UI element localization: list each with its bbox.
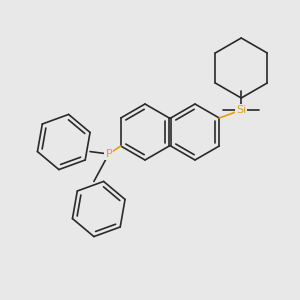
Text: P: P xyxy=(105,149,112,159)
Text: Si: Si xyxy=(236,105,246,115)
